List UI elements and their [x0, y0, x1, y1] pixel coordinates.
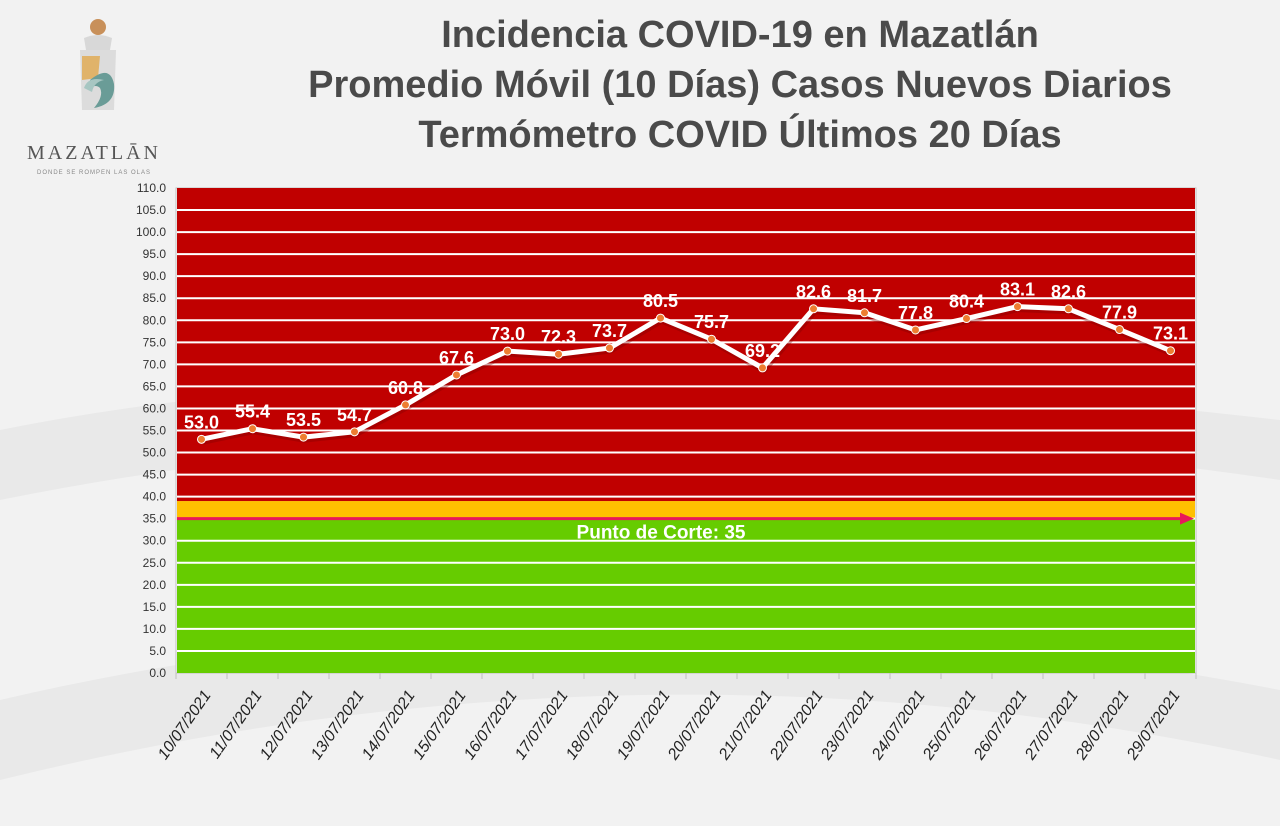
data-point [860, 308, 869, 318]
x-tick-label: 15/07/2021 [410, 688, 470, 763]
data-label: 81.7 [847, 286, 882, 306]
data-label: 73.0 [490, 324, 525, 344]
data-label: 82.6 [796, 282, 831, 302]
y-tick-label: 25.0 [143, 556, 167, 570]
y-tick-label: 55.0 [143, 424, 167, 438]
series-line [200, 304, 1172, 442]
logo-name: MAZATLĀN [27, 142, 161, 164]
data-label: 77.9 [1102, 303, 1137, 323]
x-tick-label: 29/07/2021 [1123, 688, 1183, 764]
x-tick-label: 17/07/2021 [512, 688, 572, 763]
data-label: 53.0 [184, 412, 219, 432]
logo-tagline: DONDE SE ROMPEN LAS OLAS [36, 170, 152, 176]
data-label: 72.3 [541, 327, 576, 347]
x-tick-label: 16/07/2021 [461, 688, 521, 763]
y-tick-label: 80.0 [143, 313, 167, 327]
y-tick-label: 20.0 [143, 578, 167, 592]
data-point [758, 363, 767, 373]
data-point [452, 370, 461, 380]
x-tick-label: 19/07/2021 [614, 688, 674, 763]
x-tick-label: 11/07/2021 [207, 688, 266, 762]
data-label: 80.5 [643, 291, 678, 311]
data-label: 53.5 [286, 410, 321, 430]
data-point [1013, 302, 1022, 312]
y-tick-label: 105.0 [136, 203, 166, 217]
red-zone [177, 188, 1195, 502]
data-label: 82.6 [1051, 282, 1086, 302]
y-tick-label: 60.0 [143, 401, 167, 415]
data-point [401, 400, 410, 410]
y-tick-label: 70.0 [143, 357, 167, 371]
data-label: 83.1 [1000, 280, 1035, 300]
data-label: 60.8 [388, 378, 423, 398]
y-tick-label: 110.0 [137, 181, 166, 195]
data-label: 73.7 [592, 321, 627, 341]
data-point [809, 304, 818, 314]
y-tick-label: 95.0 [143, 247, 167, 261]
data-point [1166, 346, 1175, 356]
data-label: 77.8 [898, 303, 933, 323]
data-point [656, 313, 665, 323]
data-point [248, 424, 257, 434]
data-point [911, 325, 920, 335]
y-tick-label: 100.0 [136, 225, 166, 239]
data-label: 54.7 [337, 405, 372, 425]
y-tick-label: 30.0 [143, 534, 167, 548]
data-label: 67.6 [439, 348, 474, 368]
data-label: 55.4 [235, 402, 270, 422]
y-tick-label: 85.0 [143, 291, 167, 305]
cutoff-label: Punto de Corte: 35 [577, 523, 746, 544]
y-tick-label: 90.0 [143, 269, 167, 283]
data-point [1064, 304, 1073, 314]
data-label: 73.1 [1153, 324, 1188, 344]
data-point [350, 427, 359, 437]
data-point [1115, 325, 1124, 335]
data-label: 75.7 [694, 312, 729, 332]
x-tick-label: 14/07/2021 [359, 688, 419, 763]
data-point [503, 346, 512, 356]
x-tick-label: 13/07/2021 [308, 688, 368, 763]
chart-titles: Incidencia COVID-19 en Mazatlán Promedio… [190, 10, 1280, 160]
data-point [299, 432, 308, 442]
data-label: 69.2 [745, 341, 780, 361]
data-point [605, 343, 614, 353]
data-point [962, 314, 971, 324]
y-tick-label: 15.0 [143, 600, 167, 614]
data-point [197, 434, 206, 444]
cutoff-arrowhead [1180, 512, 1194, 525]
y-tick-label: 0.0 [149, 666, 166, 680]
y-tick-label: 65.0 [143, 379, 167, 393]
y-tick-label: 5.0 [149, 644, 166, 658]
data-label: 80.4 [949, 292, 984, 312]
title-line-2: Promedio Móvil (10 Días) Casos Nuevos Di… [308, 64, 1172, 106]
green-zone [177, 518, 1195, 673]
title-line-1: Incidencia COVID-19 en Mazatlán [441, 14, 1039, 56]
mazatlan-logo-icon [80, 19, 116, 110]
y-tick-label: 75.0 [143, 335, 167, 349]
y-tick-label: 10.0 [143, 622, 167, 636]
y-tick-label: 35.0 [143, 512, 167, 526]
logo: MAZATLĀN DONDE SE ROMPEN LAS OLAS [14, 14, 174, 176]
title-line-3: Termómetro COVID Últimos 20 Días [418, 114, 1062, 156]
x-tick-label: 10/07/2021 [155, 688, 215, 763]
y-tick-label: 40.0 [143, 490, 167, 504]
data-point [554, 349, 563, 359]
x-tick-label: 12/07/2021 [257, 688, 317, 763]
y-tick-label: 50.0 [143, 446, 167, 460]
x-tick-label: 18/07/2021 [563, 688, 623, 763]
yellow-zone [177, 501, 1195, 519]
y-tick-label: 45.0 [143, 468, 167, 482]
data-point [707, 334, 716, 344]
